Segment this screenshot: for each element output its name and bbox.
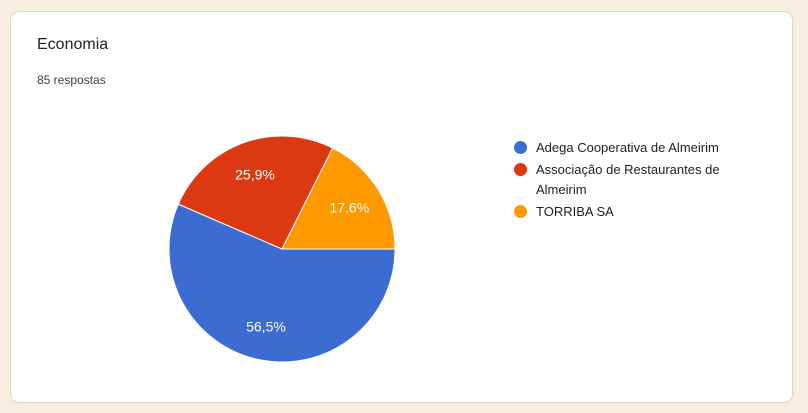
responses-count: 85 respostas [37, 73, 106, 87]
pie-slice-2[interactable] [281, 147, 396, 250]
pie-slice-label: 56,5% [246, 318, 286, 334]
pie-slice-0[interactable] [168, 203, 396, 363]
legend-label: Associação de Restaurantes de Almeirim [536, 162, 720, 197]
question-title: Economia [37, 36, 109, 53]
chart-legend: Adega Cooperativa de Almeirim Associação … [514, 138, 772, 224]
legend-label: Adega Cooperativa de Almeirim [536, 140, 719, 155]
pie-chart: 56,5% 25,9% 17,6% [164, 131, 400, 367]
legend-swatch-icon [514, 141, 527, 154]
legend-swatch-icon [514, 163, 527, 176]
pie-slice-label: 17,6% [329, 199, 369, 215]
legend-label: TORRIBA SA [536, 204, 614, 219]
pie-slice-label: 25,9% [235, 167, 275, 183]
summary-card: Economia 85 respostas 56,5% 25,9% 17,6% Ad… [10, 11, 793, 403]
legend-item: Adega Cooperativa de Almeirim [514, 138, 772, 158]
legend-swatch-icon [514, 205, 527, 218]
pie-slice-1[interactable] [177, 135, 334, 250]
legend-item: TORRIBA SA [514, 202, 772, 222]
legend-item: Associação de Restaurantes de Almeirim [514, 160, 772, 200]
pie-svg: 56,5% 25,9% 17,6% [168, 135, 396, 363]
